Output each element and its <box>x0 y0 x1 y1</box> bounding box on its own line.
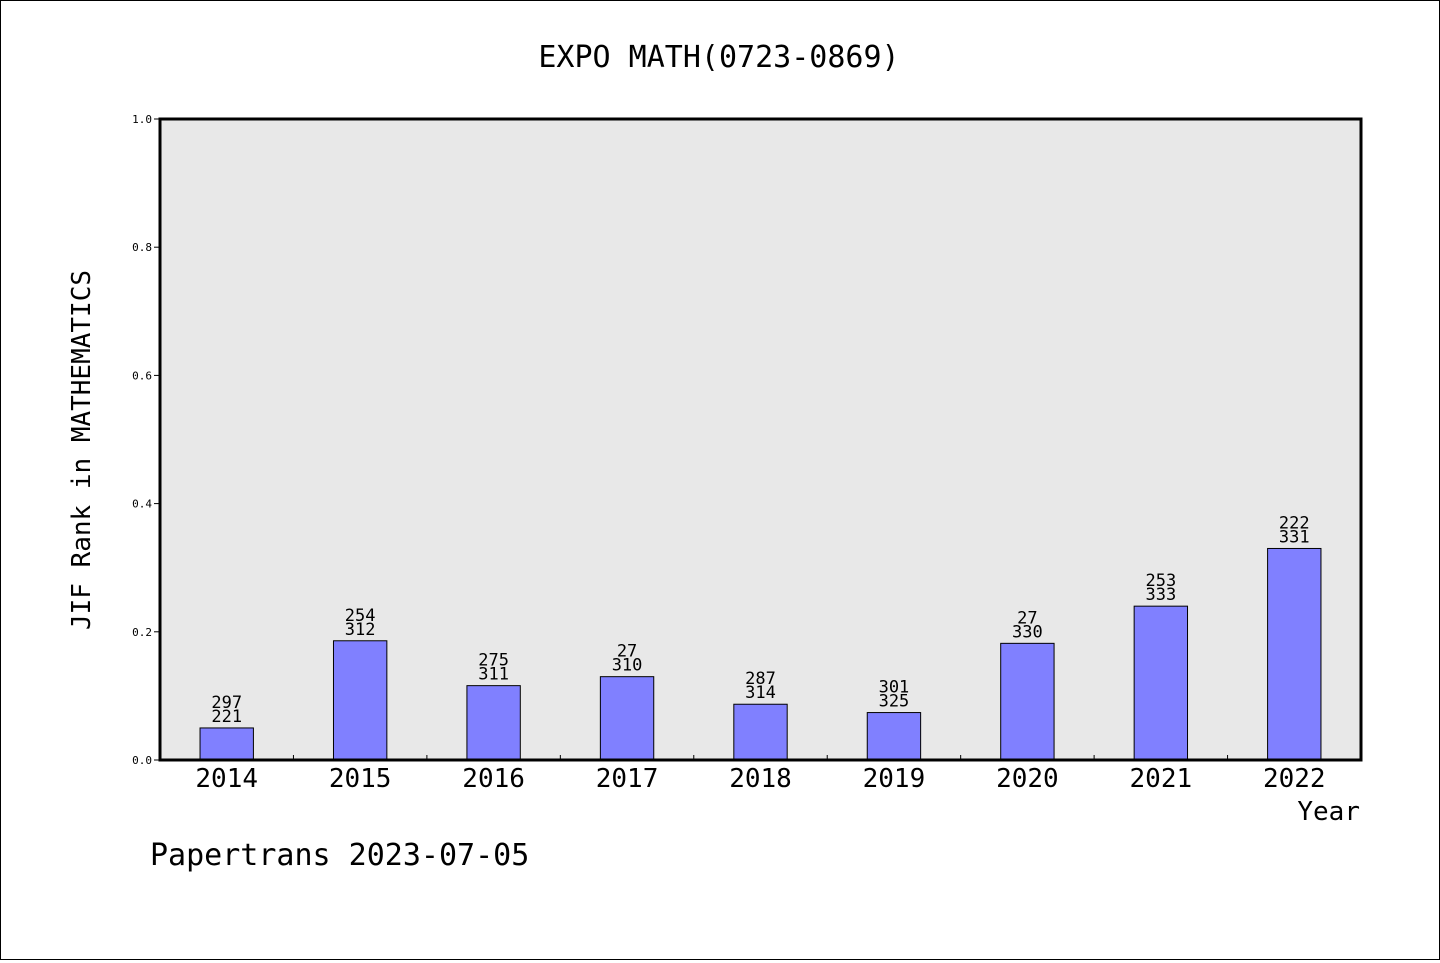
bar <box>1133 605 1189 761</box>
bar <box>1267 547 1322 761</box>
y-axis-label: JIF Rank in MATHEMATICS <box>67 270 97 630</box>
plot-frame <box>158 117 1363 762</box>
bar-label-rank: 275 <box>478 651 509 671</box>
x-tick-label: 2017 <box>596 764 659 794</box>
bar-label-total: 310 <box>612 656 643 676</box>
bar-label-rank: 222 <box>1279 513 1310 533</box>
x-tick-label: 2022 <box>1263 764 1326 794</box>
bar-label-total: 325 <box>879 692 910 712</box>
bar <box>599 676 655 761</box>
bar-label-rank: 297 <box>211 693 242 713</box>
x-tick-label: 2018 <box>729 764 792 794</box>
bar <box>466 685 521 761</box>
bar-label-total: 312 <box>345 620 376 640</box>
x-tick-label: 2016 <box>462 764 525 794</box>
bar <box>332 640 388 761</box>
x-axis: 2014 2015 2016 2017 2018 2019 2020 2021 2022 <box>195 755 1326 794</box>
x-axis-label: Year <box>1297 797 1360 827</box>
bar-label-total: 221 <box>211 707 242 727</box>
bars <box>199 547 1322 761</box>
bar-label-total: 330 <box>1012 622 1043 642</box>
footer-credit: Papertrans 2023-07-05 <box>150 838 529 873</box>
x-tick-label: 2015 <box>329 764 392 794</box>
bar-label-rank: 27 <box>1017 608 1037 628</box>
bar-label-rank: 27 <box>617 642 637 662</box>
bar-label-total: 314 <box>745 683 776 703</box>
bar <box>1000 642 1055 761</box>
x-tick-label: 2019 <box>863 764 926 794</box>
bar-label-rank: 254 <box>345 606 376 626</box>
bar-label-total: 333 <box>1145 585 1176 605</box>
bar-label-total: 331 <box>1279 527 1310 547</box>
y-tick-label: 0.6 <box>132 369 152 382</box>
x-tick-label: 2021 <box>1130 764 1193 794</box>
bar-label-total: 311 <box>478 665 509 685</box>
chart-title: EXPO MATH(0723-0869) <box>538 40 899 75</box>
y-tick-label: 1.0 <box>132 113 152 126</box>
x-tick-label: 2020 <box>996 764 1059 794</box>
bar <box>733 703 788 761</box>
y-tick-label: 0.0 <box>132 754 152 767</box>
y-tick-label: 0.2 <box>132 626 152 639</box>
bar-label-rank: 301 <box>879 678 910 698</box>
y-axis: 0.0 0.2 0.4 0.6 0.8 1.0 <box>132 113 160 767</box>
y-tick-label: 0.8 <box>132 241 152 254</box>
bar <box>866 712 922 761</box>
y-tick-label: 0.4 <box>132 498 152 511</box>
bar-label-rank: 253 <box>1145 571 1176 591</box>
bar <box>199 727 254 761</box>
bar-label-rank: 287 <box>745 669 776 689</box>
x-tick-label: 2014 <box>195 764 258 794</box>
